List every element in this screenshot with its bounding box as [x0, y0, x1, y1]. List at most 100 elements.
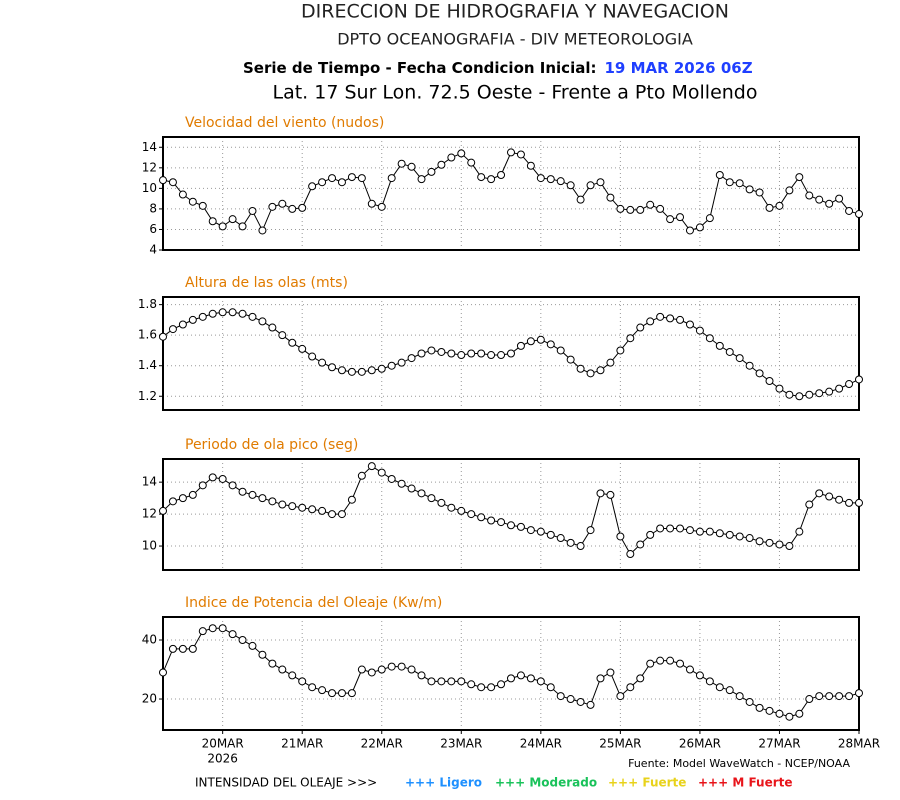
y-tick-label: 4	[149, 243, 157, 257]
data-point	[825, 199, 834, 208]
data-point	[467, 680, 476, 689]
data-point	[586, 526, 595, 535]
data-point	[536, 174, 545, 183]
data-point	[695, 326, 704, 335]
data-point	[636, 540, 645, 549]
series-line	[162, 151, 860, 232]
data-point	[168, 644, 177, 653]
data-point	[586, 369, 595, 378]
data-point	[507, 674, 515, 683]
data-point	[477, 173, 486, 182]
data-point	[318, 686, 327, 695]
data-point	[437, 677, 446, 686]
data-point	[427, 677, 436, 686]
header-line3: Serie de Tiempo - Fecha Condicion Inicia…	[243, 59, 753, 77]
data-point	[576, 542, 585, 551]
data-point	[477, 349, 486, 358]
data-point	[497, 518, 506, 527]
data-point	[188, 315, 197, 324]
data-point	[636, 205, 645, 214]
data-point	[159, 176, 167, 185]
data-point	[298, 677, 307, 686]
y-tick-label: 1.8	[138, 297, 157, 311]
data-point	[367, 366, 376, 375]
data-point	[556, 346, 565, 355]
data-point	[159, 668, 167, 677]
data-point	[586, 700, 595, 709]
data-point	[447, 153, 456, 162]
data-point	[178, 644, 187, 653]
data-point	[745, 697, 754, 706]
data-point	[168, 497, 177, 506]
data-point	[556, 692, 565, 701]
data-point	[288, 338, 297, 347]
panel-frame	[162, 296, 860, 411]
data-point	[666, 215, 675, 224]
data-point	[685, 526, 694, 535]
data-point	[616, 346, 625, 355]
data-point	[467, 510, 476, 519]
data-point	[278, 665, 287, 674]
data-point	[268, 323, 277, 332]
y-tick-label: 20	[142, 692, 157, 706]
data-point	[596, 674, 605, 683]
data-point	[516, 341, 525, 350]
data-point	[705, 334, 714, 343]
data-point	[248, 641, 257, 650]
data-point	[367, 199, 376, 208]
data-point	[536, 527, 545, 536]
data-point	[198, 312, 207, 321]
data-point	[178, 320, 187, 329]
data-point	[616, 204, 625, 213]
data-point	[487, 351, 496, 360]
data-point	[507, 148, 515, 157]
data-point	[437, 160, 446, 169]
data-point	[298, 203, 307, 212]
data-point	[437, 347, 446, 356]
data-point	[646, 659, 655, 668]
data-point	[855, 375, 863, 384]
data-point	[328, 510, 337, 519]
data-point	[596, 366, 605, 375]
y-tick-label: 14	[142, 475, 157, 489]
data-point	[288, 204, 297, 213]
data-point	[616, 532, 625, 541]
data-point	[835, 194, 844, 203]
legend-item: +++ Moderado	[495, 776, 597, 790]
data-point	[487, 516, 496, 525]
data-point	[198, 481, 207, 490]
data-point	[616, 692, 625, 701]
data-point	[666, 314, 675, 323]
data-point	[835, 495, 844, 504]
data-point	[606, 668, 615, 677]
x-tick-label: 28MAR	[838, 737, 880, 751]
panel-frame	[162, 616, 860, 731]
data-point	[755, 703, 764, 712]
data-point	[586, 181, 595, 190]
data-point	[775, 384, 784, 393]
data-point	[765, 706, 774, 715]
data-point	[457, 149, 466, 158]
data-point	[855, 498, 863, 507]
data-point	[845, 206, 854, 215]
data-point	[526, 337, 535, 346]
data-point	[576, 697, 585, 706]
data-point	[487, 175, 496, 184]
data-point	[715, 341, 724, 350]
data-point	[457, 506, 466, 515]
data-point	[666, 656, 675, 665]
data-point	[835, 384, 844, 393]
data-point	[387, 474, 396, 483]
data-point	[735, 532, 744, 541]
data-point	[526, 526, 535, 535]
data-point	[477, 513, 486, 522]
data-point	[656, 524, 665, 533]
x-tick-label: 25MAR	[599, 737, 641, 751]
panel-title: Velocidad del viento (nudos)	[185, 115, 384, 131]
data-point	[695, 223, 704, 232]
data-point	[447, 349, 456, 358]
data-point	[218, 474, 227, 483]
data-point	[308, 683, 317, 692]
data-point	[606, 358, 615, 367]
